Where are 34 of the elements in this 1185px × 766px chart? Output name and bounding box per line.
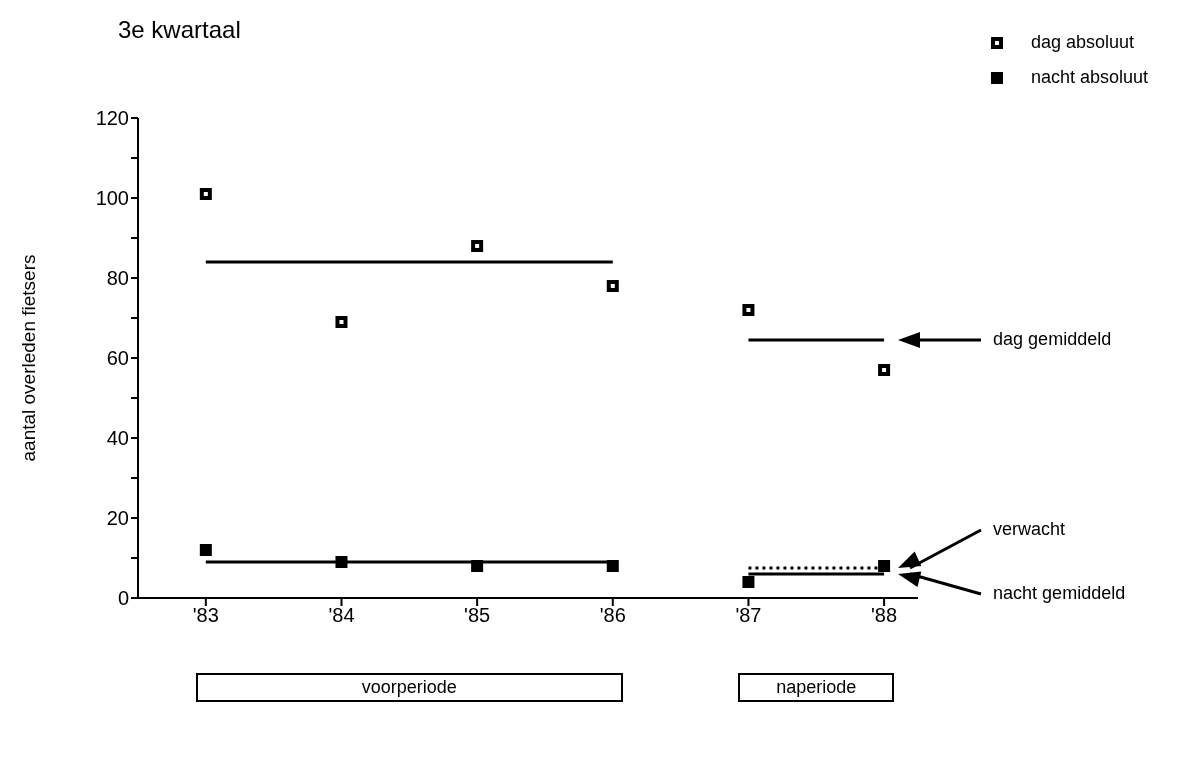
point [606,280,619,292]
point [742,576,755,588]
point [471,560,484,572]
text: naperiode [738,673,895,702]
x-tick-label: '86 [599,604,626,627]
point [335,556,348,568]
text: dag gemiddeld [993,329,1112,350]
x-tick-label: '84 [328,604,355,627]
text: voorperiode [195,673,623,702]
y-tick-label: 100 [95,187,129,210]
y-tick-label: 40 [106,427,129,450]
point [471,240,484,252]
y-tick-label: 60 [106,347,129,370]
point [199,544,212,556]
point [878,560,891,572]
y-axis-title: aantal overleden fietsers [17,254,39,462]
legend-label: nacht absoluut [1030,67,1148,88]
x-tick-label: '88 [871,604,898,627]
point [335,316,348,328]
point [742,304,755,316]
point [199,188,212,200]
y-tick-label: 80 [106,267,129,290]
y-tick-label: 120 [95,107,129,130]
y-tick-label: 20 [106,507,129,530]
legend-label: dag absoluut [1030,32,1134,53]
point [878,364,891,376]
x-tick-label: '85 [464,604,491,627]
x-tick-label: '87 [735,604,762,627]
point [606,560,619,572]
text: verwacht [993,519,1066,540]
chart-title: 3e kwartaal [118,16,241,44]
y-tick-label: 0 [117,587,129,610]
text: nacht gemiddeld [993,583,1126,604]
x-tick-label: '83 [192,604,219,627]
